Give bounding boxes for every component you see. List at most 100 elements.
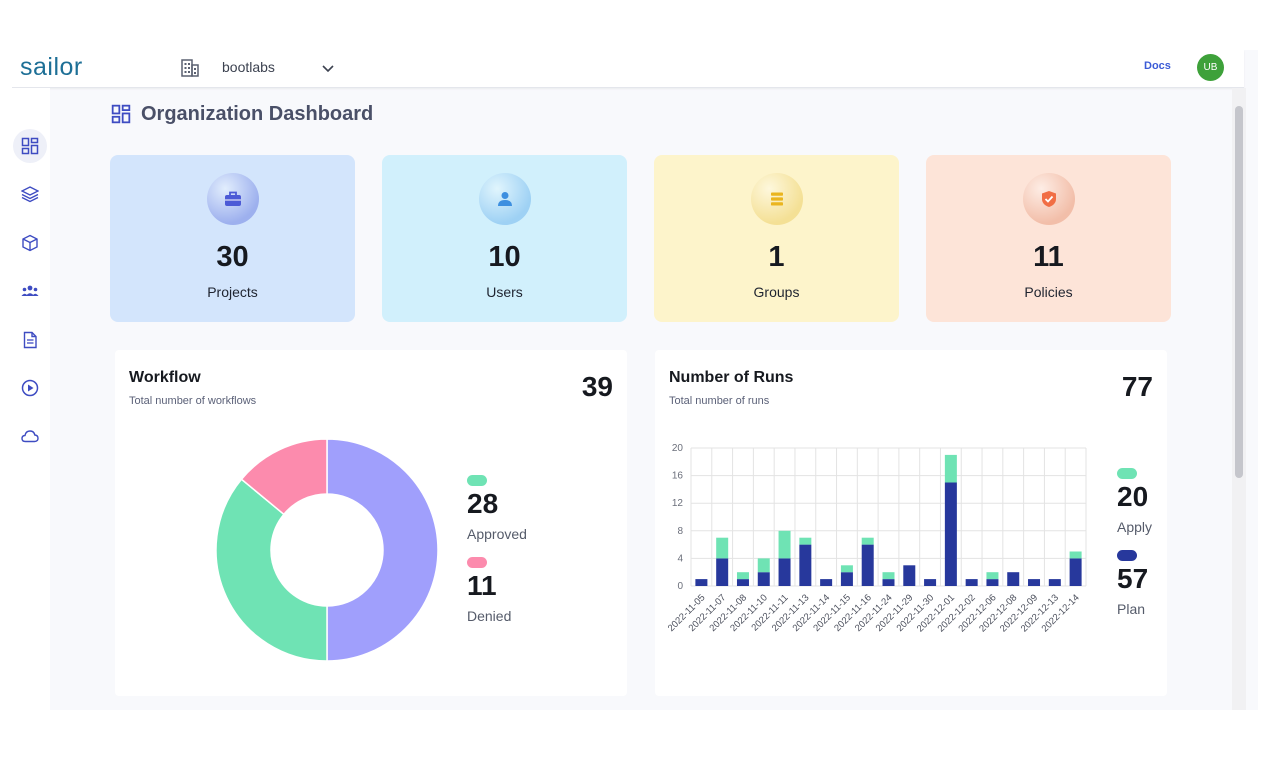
bar-apply[interactable] [736, 572, 749, 580]
workflow-total: 39 [581, 371, 613, 402]
y-tick-label: 12 [672, 498, 684, 509]
bar-plan[interactable] [1007, 572, 1020, 586]
sidebar-item-users[interactable] [13, 274, 47, 308]
stat-card-users[interactable]: 10 Users [382, 155, 627, 322]
cube-icon [22, 234, 38, 252]
apply-label: Apply [1117, 519, 1153, 535]
bar-apply[interactable] [757, 558, 770, 573]
bar-plan[interactable] [1069, 558, 1082, 586]
bar-plan[interactable] [924, 579, 937, 586]
sidebar-item-cloud[interactable] [13, 419, 47, 453]
sidebar-item-packages[interactable] [13, 226, 47, 260]
bar-plan[interactable] [882, 579, 895, 586]
stat-value: 10 [488, 241, 521, 273]
org-selector-value[interactable]: bootlabs [222, 59, 275, 75]
bar-plan[interactable] [778, 558, 791, 586]
runs-subtitle: Total number of runs [669, 395, 770, 407]
sidebar-item-documents[interactable] [13, 323, 47, 357]
bar-plan[interactable] [903, 565, 916, 586]
bar-apply[interactable] [861, 537, 874, 545]
bar-plan[interactable] [861, 544, 874, 586]
runs-title: Number of Runs [669, 369, 794, 386]
bar-plan[interactable] [716, 558, 729, 586]
bar-apply[interactable] [986, 572, 999, 580]
stat-icon-circle [751, 173, 803, 225]
bar-plan[interactable] [695, 579, 708, 586]
page-title: Organization Dashboard [141, 103, 374, 125]
donut-slice[interactable] [215, 478, 328, 662]
stat-icon-circle [479, 173, 531, 225]
top-bar: sailor bootlabs Docs UB [12, 50, 1244, 88]
bar-apply[interactable] [716, 537, 729, 559]
apply-legend-swatch [1117, 468, 1137, 479]
stat-value: 30 [216, 241, 249, 273]
play-circle-icon [21, 379, 39, 397]
bar-apply[interactable] [840, 565, 853, 573]
stat-value: 1 [768, 241, 785, 273]
runs-total: 77 [1121, 371, 1153, 402]
chevron-down-icon[interactable] [320, 60, 336, 76]
plan-count: 57 [1117, 563, 1149, 594]
layers-stack-icon [771, 192, 783, 206]
user-icon [498, 192, 512, 206]
bar-plan[interactable] [1028, 579, 1041, 586]
app-window: sailor bootlabs Docs UB [12, 50, 1258, 710]
stat-card-groups[interactable]: 1 Groups [654, 155, 899, 322]
y-tick-label: 20 [672, 443, 684, 454]
plan-legend-swatch [1117, 550, 1137, 561]
stat-card-policies[interactable]: 11 Policies [926, 155, 1171, 322]
bar-plan[interactable] [840, 572, 853, 586]
workflow-donut-chart [215, 438, 439, 662]
stat-icon-circle [1023, 173, 1075, 225]
workflow-subtitle: Total number of workflows [129, 395, 257, 407]
sidebar-item-layers[interactable] [13, 177, 47, 211]
stat-label: Users [486, 284, 523, 300]
building-icon [181, 59, 199, 77]
bar-plan[interactable] [757, 572, 770, 586]
donut-slice[interactable] [240, 438, 328, 516]
stat-card-projects[interactable]: 30 Projects [110, 155, 355, 322]
bar-plan[interactable] [820, 579, 833, 586]
bar-plan[interactable] [736, 579, 749, 586]
approved-count: 28 [467, 488, 499, 519]
document-icon [23, 331, 37, 349]
denied-legend-swatch [467, 557, 487, 568]
bar-apply[interactable] [778, 530, 791, 559]
apply-count: 20 [1117, 481, 1149, 512]
sidebar-item-runs[interactable] [13, 371, 47, 405]
vertical-scrollbar[interactable] [1232, 88, 1246, 710]
stat-value: 11 [1033, 241, 1064, 273]
dashboard-icon [111, 104, 131, 124]
y-tick-label: 8 [677, 526, 683, 537]
runs-panel: Number of Runs Total number of runs 77 0… [655, 350, 1167, 696]
dashboard-icon [21, 137, 39, 155]
brand-logo[interactable]: sailor [20, 53, 83, 81]
plan-label: Plan [1117, 601, 1146, 617]
docs-link[interactable]: Docs [1144, 60, 1171, 72]
bar-plan[interactable] [1048, 579, 1061, 586]
runs-bar-chart: 0481216202022-11-052022-11-072022-11-082… [666, 443, 1087, 634]
y-tick-label: 16 [672, 471, 684, 482]
bar-apply[interactable] [944, 454, 957, 483]
y-tick-label: 0 [677, 581, 683, 592]
denied-count: 11 [467, 570, 497, 601]
donut-slice[interactable] [326, 438, 439, 662]
workflow-panel: Workflow Total number of workflows 39 28… [115, 350, 627, 696]
bar-plan[interactable] [986, 579, 999, 586]
bar-apply[interactable] [1069, 551, 1082, 559]
stat-label: Groups [753, 284, 800, 300]
avatar[interactable]: UB [1197, 54, 1224, 81]
stat-label: Policies [1024, 284, 1073, 300]
y-tick-label: 4 [677, 553, 683, 564]
bar-apply[interactable] [799, 537, 812, 545]
bar-plan[interactable] [965, 579, 978, 586]
sidebar [12, 88, 50, 710]
users-group-icon [21, 285, 39, 296]
sidebar-item-dashboard[interactable] [13, 129, 47, 163]
bar-plan[interactable] [799, 544, 812, 586]
bar-plan[interactable] [944, 482, 957, 587]
briefcase-icon [225, 191, 241, 206]
scrollbar-thumb[interactable] [1235, 106, 1243, 478]
bar-apply[interactable] [882, 572, 895, 580]
approved-legend-swatch [467, 475, 487, 486]
